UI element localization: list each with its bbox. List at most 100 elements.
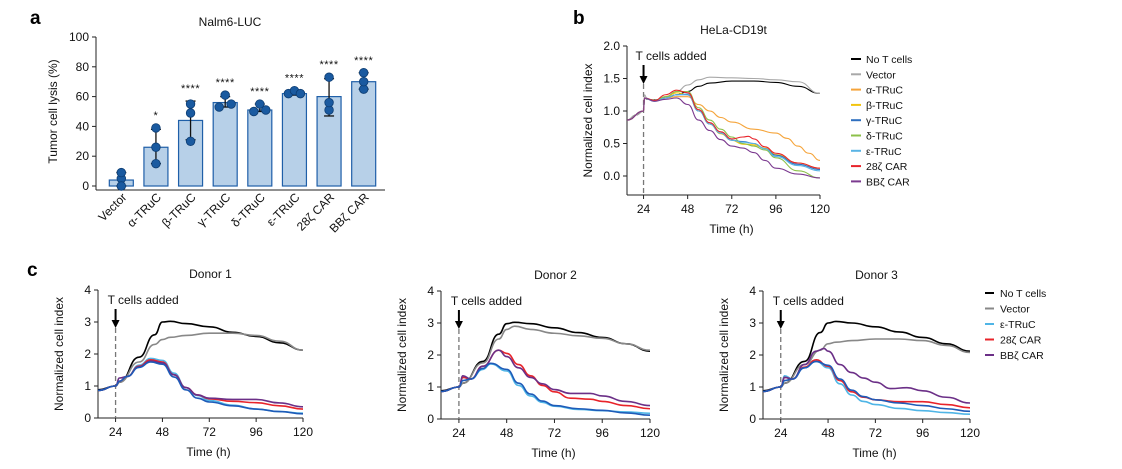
series-line-28-car (762, 359, 971, 409)
legend-label: No T cells (866, 54, 912, 66)
legend-label: Vector (866, 69, 896, 81)
y-axis-label: Normalized cell index (52, 297, 66, 411)
y-tick-label: 3 (749, 316, 756, 330)
significance-label: **** (216, 77, 235, 89)
y-tick-label: 0 (427, 412, 434, 426)
x-tick-label: 120 (293, 425, 313, 439)
chart-title: Donor 1 (189, 267, 232, 281)
y-tick-label: 0.0 (603, 169, 620, 183)
arrow-head-icon (639, 76, 648, 84)
legend-label: ε-TRuC (1000, 319, 1036, 331)
legend-label: BBζ CAR (1000, 350, 1044, 362)
series-line-28-car (626, 89, 821, 169)
x-tick-label: 72 (203, 425, 217, 439)
y-tick-label: 0 (749, 412, 756, 426)
legend-label: BBζ CAR (866, 176, 910, 188)
y-tick-label: 1 (84, 379, 91, 393)
series-line--truc (440, 363, 651, 415)
panel-a-bar-chart: Nalm6-LUC 0 20 40 60 80 100 Tumor cell lysis (%… (46, 15, 385, 235)
significance-label: **** (320, 59, 339, 71)
data-point (185, 136, 196, 147)
data-point (116, 181, 127, 191)
y-axis-label: Normalized cell index (395, 298, 409, 412)
chart-title: HeLa-CD19t (700, 23, 767, 37)
data-point (151, 123, 161, 133)
y-tick-label: 2 (427, 348, 434, 362)
panel-c-donor-1-chart: Donor 1 0 1 2 3 4 24 48 72 96 120 Time (h) Normalize… (52, 267, 313, 459)
legend-label: ε-TRuC (866, 146, 902, 158)
series-line-other-blue (762, 360, 971, 413)
x-tick-label: 120 (960, 426, 980, 440)
y-tick-label: 60 (76, 90, 90, 104)
y-axis-label: Normalized cell index (581, 63, 595, 177)
x-tick-label: 96 (769, 202, 783, 216)
y-tick-label: 20 (76, 149, 90, 163)
x-tick-label: 72 (869, 426, 883, 440)
panel-letter-a: a (30, 8, 41, 29)
legend-label: γ-TRuC (866, 115, 903, 127)
y-tick-label: 0.5 (603, 137, 620, 151)
y-axis-label: Tumor cell lysis (%) (46, 59, 60, 163)
x-tick-label: γ-TRuC (194, 190, 233, 229)
arrow-head-icon (111, 320, 120, 328)
series-line-no-t-cells (97, 320, 304, 391)
y-tick-label: 4 (84, 283, 91, 297)
data-point (324, 97, 334, 108)
bar (281, 93, 308, 187)
legend-label: 28ζ CAR (866, 161, 908, 173)
x-tick-label: 48 (500, 426, 514, 440)
chart-title: Nalm6-LUC (199, 15, 262, 29)
x-tick-label: 48 (821, 426, 835, 440)
significance-label: **** (285, 73, 304, 85)
legend-label: δ-TRuC (866, 131, 903, 143)
chart-title: Donor 3 (855, 268, 898, 282)
y-tick-label: 40 (76, 119, 90, 133)
data-point (151, 158, 161, 169)
y-tick-label: 0 (82, 179, 89, 193)
series-line-vector (762, 338, 971, 393)
bar (351, 81, 377, 187)
data-point (220, 90, 230, 100)
arrow-head-icon (776, 321, 785, 329)
y-tick-label: 2 (749, 348, 756, 362)
significance-label: **** (250, 86, 269, 98)
x-tick-label: α-TRuC (124, 190, 164, 230)
series-line-vector (97, 332, 304, 392)
x-tick-label: 24 (637, 202, 651, 216)
data-point (151, 142, 161, 152)
x-tick-label: β-TRuC (159, 190, 199, 230)
series-line-vector (440, 325, 651, 393)
series-line-vector (626, 76, 821, 121)
x-tick-label: 72 (548, 426, 562, 440)
bar (212, 101, 238, 187)
legend-label: α-TRuC (866, 85, 903, 97)
data-point (185, 99, 196, 109)
y-tick-label: 80 (76, 60, 90, 74)
bar (247, 109, 273, 187)
legend-label: Vector (1000, 304, 1030, 316)
y-tick-label: 0 (84, 411, 91, 425)
data-point (324, 72, 334, 82)
data-point (358, 68, 369, 78)
x-axis-label: Time (h) (852, 446, 896, 460)
data-point (255, 99, 265, 109)
x-tick-label: 24 (109, 425, 123, 439)
legend-label: β-TRuC (866, 100, 903, 112)
x-tick-label: 120 (810, 202, 830, 216)
arrow-head-icon (454, 321, 463, 329)
series-line-bb-car (440, 349, 651, 407)
panel-letter-b: b (573, 8, 585, 29)
annotation-label: T cells added (108, 293, 179, 307)
series-line-other-blue (97, 361, 304, 415)
y-tick-label: 3 (427, 316, 434, 330)
y-tick-label: 100 (69, 30, 89, 44)
data-point (214, 102, 224, 112)
y-tick-label: 2 (84, 347, 91, 361)
series-line--truc (626, 96, 821, 161)
series-line--truc (762, 360, 971, 415)
annotation-label: T cells added (451, 294, 522, 308)
panel-c-donor-2-chart: Donor 2 0 1 2 3 4 24 48 72 96 120 Time (h) Normalize… (395, 268, 660, 460)
chart-title: Donor 2 (534, 268, 577, 282)
data-point (295, 88, 306, 99)
